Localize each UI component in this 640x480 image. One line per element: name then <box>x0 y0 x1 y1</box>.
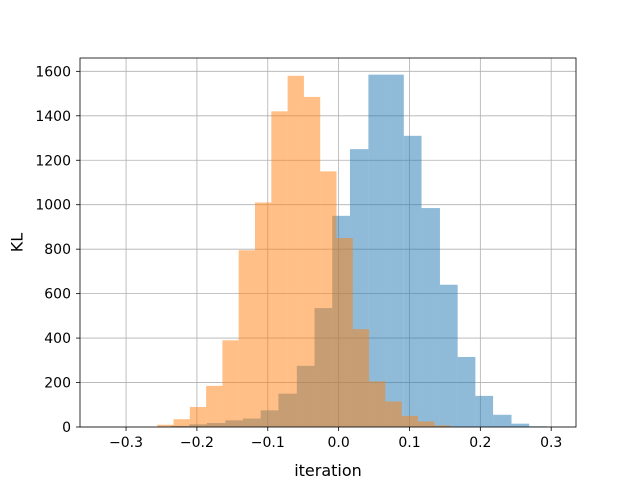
histogram-bar-series-2 <box>369 381 386 427</box>
y-tick-label: 400 <box>44 331 71 347</box>
x-tick-label: 0.0 <box>327 435 349 451</box>
histogram-bar-series-1 <box>421 208 440 427</box>
histogram-bar-series-2 <box>434 425 451 427</box>
histogram-bar-series-2 <box>385 401 402 427</box>
x-tick-label: −0.3 <box>109 435 143 451</box>
histogram-bar-series-2 <box>303 96 321 427</box>
x-tick-label: 0.3 <box>540 435 562 451</box>
y-tick-label: 1600 <box>35 64 71 80</box>
histogram-bar-series-1 <box>439 284 458 427</box>
histogram-bar-series-2 <box>157 424 174 427</box>
y-tick-label: 600 <box>44 287 71 303</box>
histogram-bar-series-2 <box>173 419 190 427</box>
histogram-bar-series-1 <box>386 74 404 427</box>
x-axis-title: iteration <box>294 461 362 480</box>
histogram-bar-series-2 <box>238 250 256 427</box>
histogram-bar-series-2 <box>336 238 353 427</box>
y-tick-label: 0 <box>62 420 71 436</box>
y-tick-label: 1200 <box>35 153 71 169</box>
axis-ticks: −0.3 −0.2 −0.1 0.0 0.1 0.2 0.3 0 200 400 600 800 100… <box>35 64 562 451</box>
histogram-bar-series-1 <box>475 395 494 427</box>
histogram-bars <box>157 74 547 427</box>
histogram-bar-series-2 <box>189 406 207 427</box>
histogram-bar-series-2 <box>271 111 288 427</box>
histogram-bar-series-2 <box>401 415 418 427</box>
plot-frame <box>79 57 577 428</box>
x-tick-label: 0.1 <box>398 435 420 451</box>
histogram-bar-series-1 <box>368 74 387 427</box>
histogram-bar-series-1 <box>511 423 530 427</box>
histogram-bar-series-2 <box>352 329 370 427</box>
histogram-bar-series-2 <box>206 385 223 427</box>
y-tick-label: 1000 <box>35 198 71 214</box>
histogram-bar-series-1 <box>493 414 512 427</box>
y-axis-title: KL <box>8 233 27 252</box>
y-tick-label: 200 <box>44 376 71 392</box>
y-tick-label: 800 <box>44 242 71 258</box>
histogram-bar-series-1 <box>403 135 422 427</box>
histogram-bar-series-2 <box>287 75 304 427</box>
histogram-bar-series-1 <box>457 356 476 427</box>
x-tick-label: −0.1 <box>251 435 285 451</box>
histogram-bar-series-2 <box>222 340 239 427</box>
x-tick-label: 0.2 <box>469 435 491 451</box>
histogram-bar-series-2 <box>255 202 272 427</box>
histogram-bar-series-2 <box>417 421 435 427</box>
y-tick-label: 1400 <box>35 109 71 125</box>
histogram-bar-series-2 <box>320 171 337 427</box>
x-tick-label: −0.2 <box>180 435 214 451</box>
